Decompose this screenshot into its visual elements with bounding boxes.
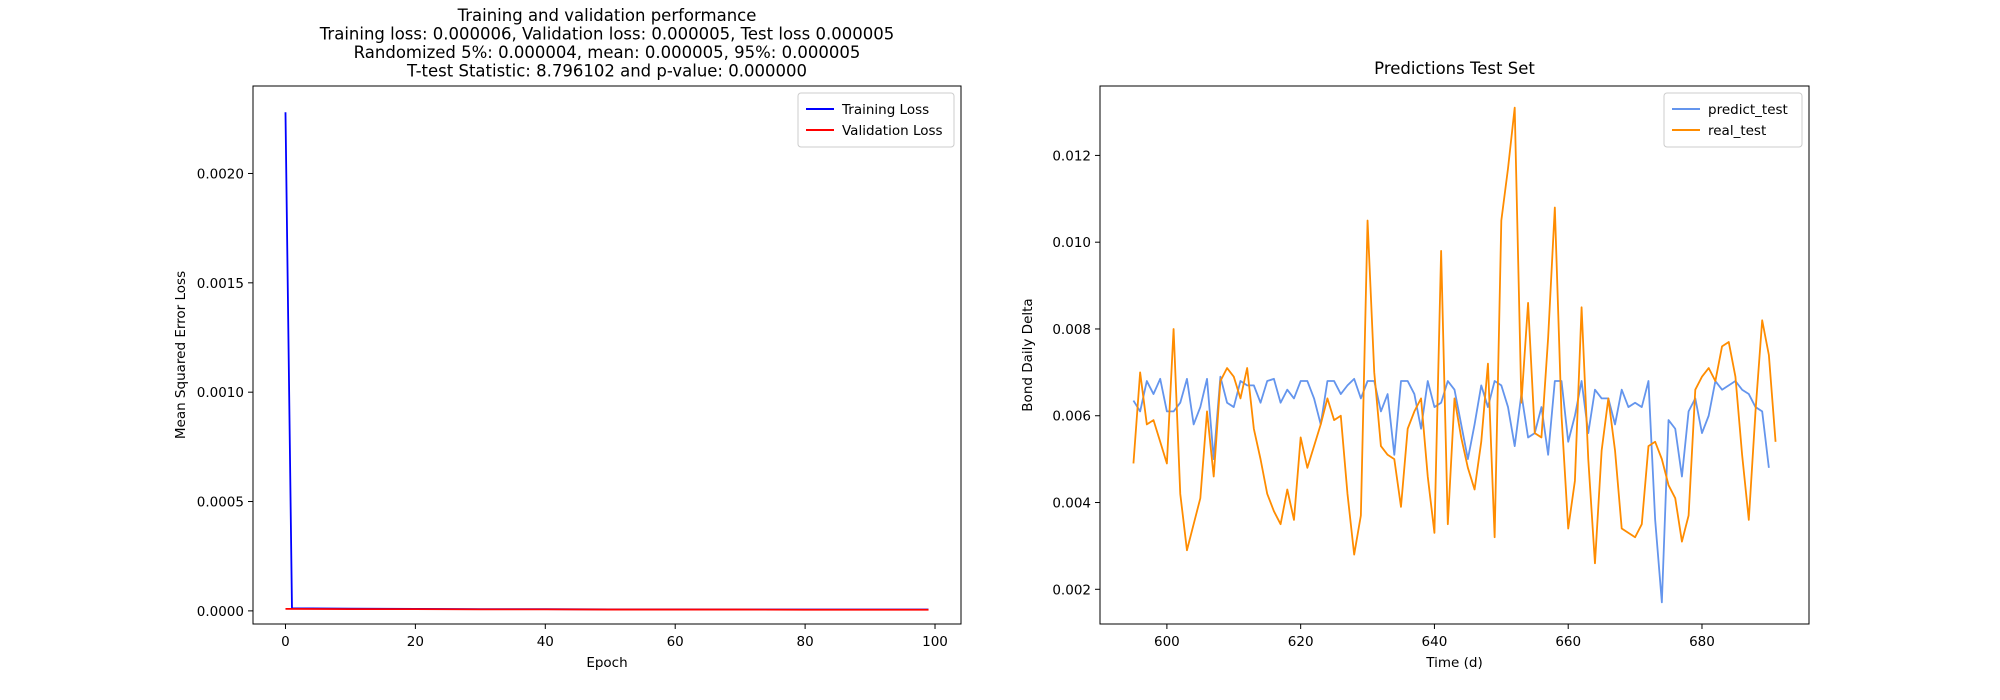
series-group (1132, 106, 1777, 604)
y-axis-label: Mean Squared Error Loss (173, 271, 189, 439)
y-tick-label: 0.006 (1052, 409, 1091, 425)
legend-box (1663, 92, 1803, 148)
y-tick-label: 0.0000 (197, 604, 244, 620)
x-tick-label: 0 (281, 634, 290, 650)
y-tick-label: 0.002 (1052, 582, 1091, 598)
x-tick-label: 680 (1689, 634, 1715, 650)
series-line-real-test (1132, 106, 1777, 565)
legend-box (797, 92, 955, 148)
chart-title-line: Predictions Test Set (1374, 59, 1535, 78)
y-tick-label: 0.010 (1052, 235, 1091, 251)
legend-entry: Training Loss (841, 102, 929, 118)
legend: predict_test real_test (1663, 92, 1803, 148)
predictions-test-chart: Predictions Test Set 600 620 640 660 680 0.002… (1020, 59, 1810, 671)
chart-title-line: T-test Statistic: 8.796102 and p-value: … (406, 62, 807, 81)
chart-title-line: Training loss: 0.000006, Validation loss… (319, 25, 894, 44)
x-tick-label: 600 (1154, 634, 1180, 650)
x-tick-label: 20 (407, 634, 424, 650)
series-line-validation-loss (285, 608, 929, 611)
x-axis-label: Time (d) (1425, 655, 1482, 671)
training-loss-chart: Training and validation performanceTrain… (173, 6, 962, 671)
y-tick-label: 0.0015 (197, 276, 244, 292)
y-tick-label: 0.0010 (197, 385, 244, 401)
y-tick-label: 0.012 (1052, 148, 1091, 164)
y-tick-label: 0.004 (1052, 496, 1091, 512)
x-axis-label: Epoch (586, 655, 627, 671)
x-tick-label: 640 (1422, 634, 1448, 650)
chart-title-line: Randomized 5%: 0.000004, mean: 0.000005,… (354, 43, 861, 62)
series-group (284, 112, 929, 611)
x-tick-label: 660 (1555, 634, 1581, 650)
legend-entry: real_test (1708, 123, 1766, 139)
series-line-predict-test (1132, 375, 1770, 604)
x-tick-label: 100 (922, 634, 948, 650)
legend-entry: Validation Loss (842, 123, 943, 139)
x-tick-label: 80 (797, 634, 814, 650)
plot-frame (252, 85, 962, 625)
legend: Training Loss Validation Loss (797, 92, 955, 148)
legend-entry: predict_test (1708, 102, 1788, 118)
y-axis-label: Bond Daily Delta (1020, 298, 1036, 411)
chart-title-line: Training and validation performance (457, 6, 757, 25)
y-tick-label: 0.0020 (197, 166, 244, 182)
y-tick-label: 0.008 (1052, 322, 1091, 338)
x-tick-label: 620 (1288, 634, 1314, 650)
y-tick-label: 0.0005 (197, 495, 244, 511)
x-tick-label: 60 (667, 634, 684, 650)
x-tick-label: 40 (537, 634, 554, 650)
plot-frame (1099, 85, 1810, 625)
